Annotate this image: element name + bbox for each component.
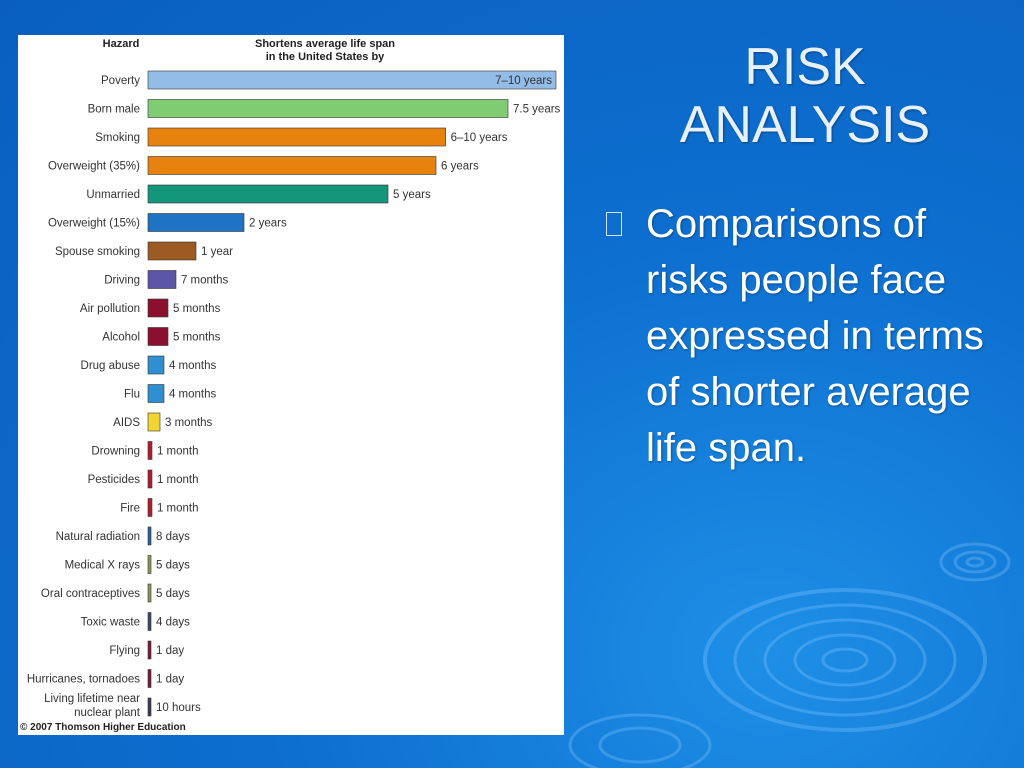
- data-label: 4 days: [156, 617, 190, 629]
- data-label: 6–10 years: [451, 132, 508, 144]
- data-label: 6 years: [441, 161, 479, 173]
- bullet-text: Comparisons of risks people face express…: [646, 202, 984, 470]
- value-header-line2: in the United States by: [266, 51, 385, 63]
- bar: [147, 469, 153, 489]
- bar: [147, 498, 153, 517]
- category-label: nuclear plant: [74, 707, 141, 719]
- value-header-line1: Shortens average life span: [255, 38, 395, 50]
- category-label: Toxic waste: [81, 617, 140, 629]
- data-label: 5 days: [156, 588, 190, 600]
- data-label: 1 month: [157, 474, 199, 486]
- category-label: Spouse smoking: [55, 246, 140, 258]
- category-label: AIDS: [113, 417, 140, 429]
- data-label: 5 months: [173, 303, 221, 315]
- bar: [147, 441, 153, 460]
- data-label: 5 days: [156, 560, 190, 572]
- bar: [147, 156, 437, 175]
- data-label: 5 months: [173, 332, 221, 344]
- category-label: Unmarried: [86, 189, 140, 201]
- bar: [147, 99, 509, 118]
- bar: [147, 583, 152, 603]
- category-label: Drowning: [91, 446, 140, 458]
- hazard-header: Hazard: [103, 38, 140, 50]
- category-label: Driving: [104, 275, 140, 287]
- bar: [147, 213, 245, 232]
- bar: [147, 669, 152, 688]
- data-label: 4 months: [169, 360, 217, 372]
- category-label: Poverty: [101, 75, 140, 87]
- bar: [147, 184, 389, 204]
- category-label: Pesticides: [88, 474, 141, 486]
- data-label: 8 days: [156, 531, 190, 543]
- bar: [147, 270, 177, 289]
- category-label: Overweight (15%): [48, 218, 140, 230]
- data-label: 7–10 years: [495, 75, 552, 87]
- copyright-text: © 2007 Thomson Higher Education: [20, 722, 186, 733]
- bar: [147, 612, 152, 631]
- slide-title-line2: ANALYSIS: [679, 96, 931, 154]
- category-label: Smoking: [95, 132, 140, 144]
- data-label: 4 months: [169, 389, 217, 401]
- category-label: Oral contraceptives: [41, 588, 140, 600]
- slide-title: RISK ANALYSIS: [640, 38, 970, 154]
- bar: [147, 241, 197, 261]
- category-label: Drug abuse: [81, 360, 140, 372]
- bar: [147, 298, 169, 318]
- data-label: 2 years: [249, 218, 287, 230]
- category-label: Fire: [120, 503, 140, 515]
- chart-panel: Hazard Shortens average life span in the U…: [18, 35, 564, 735]
- data-label: 1 day: [156, 645, 184, 657]
- category-label: Alcohol: [102, 332, 140, 344]
- category-label: Medical X rays: [65, 560, 141, 572]
- data-label: 3 months: [165, 417, 213, 429]
- bar: [147, 640, 152, 660]
- bullet-marker-icon: [606, 212, 622, 236]
- data-label: 1 month: [157, 446, 199, 458]
- category-label: Hurricanes, tornadoes: [27, 674, 140, 686]
- bar: [147, 70, 557, 90]
- category-label: Natural radiation: [56, 531, 140, 543]
- slide-title-line1: RISK: [744, 38, 866, 96]
- data-label: 10 hours: [156, 702, 201, 714]
- category-label: Flu: [124, 389, 140, 401]
- category-label: Born male: [88, 104, 140, 116]
- data-label: 1 day: [156, 674, 184, 686]
- bar: [147, 327, 169, 346]
- bar: [147, 127, 446, 147]
- data-label: 5 years: [393, 189, 431, 201]
- bar: [147, 555, 152, 574]
- data-label: 7.5 years: [513, 104, 561, 116]
- bar: [147, 355, 165, 375]
- category-label: Flying: [109, 645, 140, 657]
- data-label: 1 month: [157, 503, 199, 515]
- bar: [147, 384, 165, 403]
- category-label: Overweight (35%): [48, 161, 140, 173]
- category-label: Living lifetime near: [44, 693, 140, 705]
- data-label: 7 months: [181, 275, 229, 287]
- bar: [147, 412, 161, 432]
- bar: [147, 697, 152, 717]
- bar: [147, 526, 152, 546]
- category-label: Air pollution: [80, 303, 140, 315]
- data-label: 1 year: [201, 246, 233, 258]
